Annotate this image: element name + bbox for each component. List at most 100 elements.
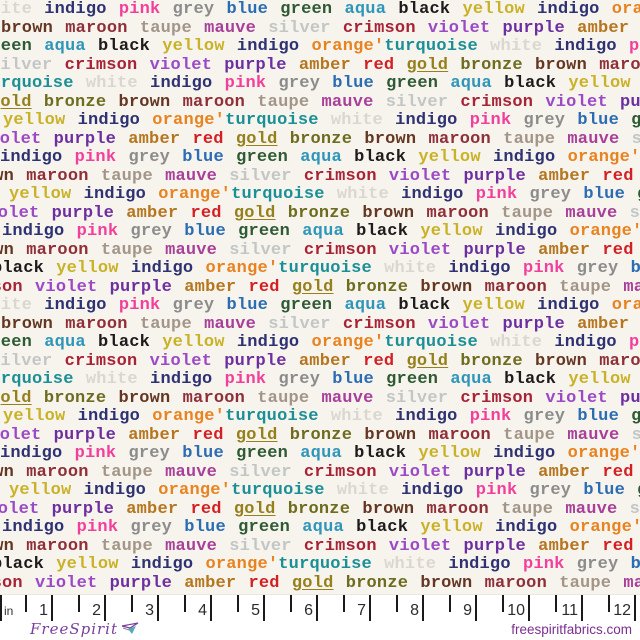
fabric-text-line: brown maroon taupe mauve silver crimson …	[1, 314, 640, 335]
color-word-violet: violet	[35, 277, 98, 297]
color-word-black: black	[398, 296, 451, 315]
color-word-pink: pink	[475, 481, 518, 500]
fabric-text-line: silver crimson violet purple amber red g…	[0, 55, 640, 76]
color-word-turquoise: turquoise	[231, 185, 325, 204]
color-word-black: black	[356, 222, 409, 241]
color-word-amber: amber	[126, 203, 179, 223]
color-word-gold: gold	[291, 277, 334, 297]
color-word-bronze: bronze	[289, 129, 353, 149]
color-word-black: black	[354, 444, 407, 463]
color-word-indigo: indigo	[554, 37, 617, 56]
color-word-taupe: taupe	[501, 203, 554, 223]
fabric-text-line: indigo pink grey blue green aqua black y…	[2, 222, 640, 242]
color-word-yellow: yellow	[56, 555, 119, 574]
color-word-black: black	[354, 148, 407, 167]
ruler-number: 4	[198, 602, 207, 619]
color-word-bronze: bronze	[345, 277, 409, 297]
color-word-blue: blue	[226, 0, 269, 19]
color-word-silver: silver	[0, 351, 53, 371]
color-word-maroon: maroon	[484, 573, 547, 593]
color-word-green: green	[0, 37, 33, 56]
color-word-yellow: yellow	[9, 481, 72, 500]
ruler-half-tick	[501, 595, 504, 612]
fabric-text-line: brown maroon taupe mauve silver crimson …	[1, 18, 640, 39]
color-word-black: black	[98, 37, 151, 56]
color-word-red: red	[363, 351, 395, 371]
color-word-brown: brown	[362, 203, 415, 223]
color-word-indigo: indigo	[77, 407, 141, 426]
color-word-brown: brown	[362, 499, 415, 519]
color-word-brown: brown	[364, 425, 417, 445]
color-word-purple: purple	[224, 351, 287, 371]
color-word-aqua: aqua	[450, 370, 492, 389]
color-word-silver: silver	[0, 55, 53, 75]
color-word-crimson: crimson	[0, 573, 23, 593]
color-word-blue: blue	[577, 407, 619, 426]
color-word-indigo: indigo	[236, 333, 300, 352]
color-word-bronze: bronze	[287, 203, 351, 223]
color-word-gold: gold	[233, 203, 276, 223]
color-word-crimson: crimson	[303, 166, 377, 186]
color-word-taupe: taupe	[501, 499, 554, 519]
color-word-pink: pink	[76, 518, 119, 537]
ruler-number: 3	[145, 602, 154, 619]
color-word-bronze: bronze	[345, 573, 409, 593]
color-word-aqua: aqua	[302, 518, 344, 537]
color-word-purple: purple	[463, 240, 526, 260]
color-word-blue: blue	[583, 481, 625, 500]
color-word-green: green	[236, 444, 289, 463]
color-word-indigo: indigo	[236, 37, 300, 56]
fabric-text-line: white indigo pink grey blue green aqua b…	[0, 0, 640, 20]
color-word-crimson: crimson	[342, 18, 416, 38]
color-word-brown: brown	[1, 314, 54, 334]
color-word-amber: amber	[298, 351, 351, 371]
color-word-amber: amber	[298, 55, 351, 75]
color-word-mauve: mauve	[565, 203, 618, 223]
color-word-grey: grey	[130, 222, 173, 241]
color-word-violet: violet	[0, 425, 42, 445]
color-word-white: white	[384, 555, 437, 574]
color-word-indigo: indigo	[401, 481, 464, 500]
color-word-gold: gold	[406, 351, 449, 371]
color-word-amber: amber	[184, 277, 237, 297]
color-word-orange: orange'	[311, 333, 385, 352]
color-word-indigo: indigo	[537, 296, 600, 315]
color-word-silver: silver	[268, 314, 331, 334]
color-word-crimson: crimson	[64, 55, 138, 75]
color-word-brown: brown	[420, 573, 473, 593]
color-word-taupe: taupe	[100, 536, 153, 556]
color-word-red: red	[602, 166, 634, 186]
color-word-yellow: yellow	[3, 111, 66, 130]
color-word-black: black	[504, 74, 557, 93]
freespirit-logo: FreeSpirit	[30, 620, 140, 638]
color-word-red: red	[190, 499, 222, 519]
color-word-grey: grey	[128, 148, 171, 167]
color-word-pink: pink	[74, 444, 117, 463]
color-word-indigo: indigo	[494, 222, 558, 241]
ruler-half-tick	[342, 595, 345, 612]
fabric-text-line: brown maroon taupe mauve silver crimson …	[0, 166, 640, 187]
color-word-taupe: taupe	[559, 277, 612, 297]
color-word-grey: grey	[278, 370, 321, 389]
color-word-yellow: yellow	[9, 185, 72, 204]
color-word-white: white	[85, 74, 138, 93]
ruler-number: 10	[507, 602, 525, 619]
color-word-aqua: aqua	[450, 74, 492, 93]
color-word-indigo: indigo	[150, 370, 213, 389]
color-word-purple: purple	[463, 166, 526, 186]
color-word-indigo: indigo	[395, 111, 458, 130]
color-word-silver: silver	[631, 129, 640, 149]
color-word-maroon: maroon	[26, 166, 89, 186]
color-word-taupe: taupe	[257, 92, 310, 112]
color-word-yellow: yellow	[420, 518, 483, 537]
color-word-mauve: mauve	[321, 92, 374, 112]
color-word-indigo: indigo	[83, 481, 147, 500]
ruler-inch-tick	[422, 595, 424, 621]
fabric-text-line: brown maroon taupe mauve silver crimson …	[0, 240, 640, 261]
ruler-number: 6	[304, 602, 313, 619]
color-word-pink: pink	[76, 222, 119, 241]
color-word-turquoise: turquoise	[278, 555, 372, 574]
color-word-amber: amber	[126, 499, 179, 519]
color-word-silver: silver	[229, 240, 292, 260]
color-word-brown: brown	[420, 277, 473, 297]
